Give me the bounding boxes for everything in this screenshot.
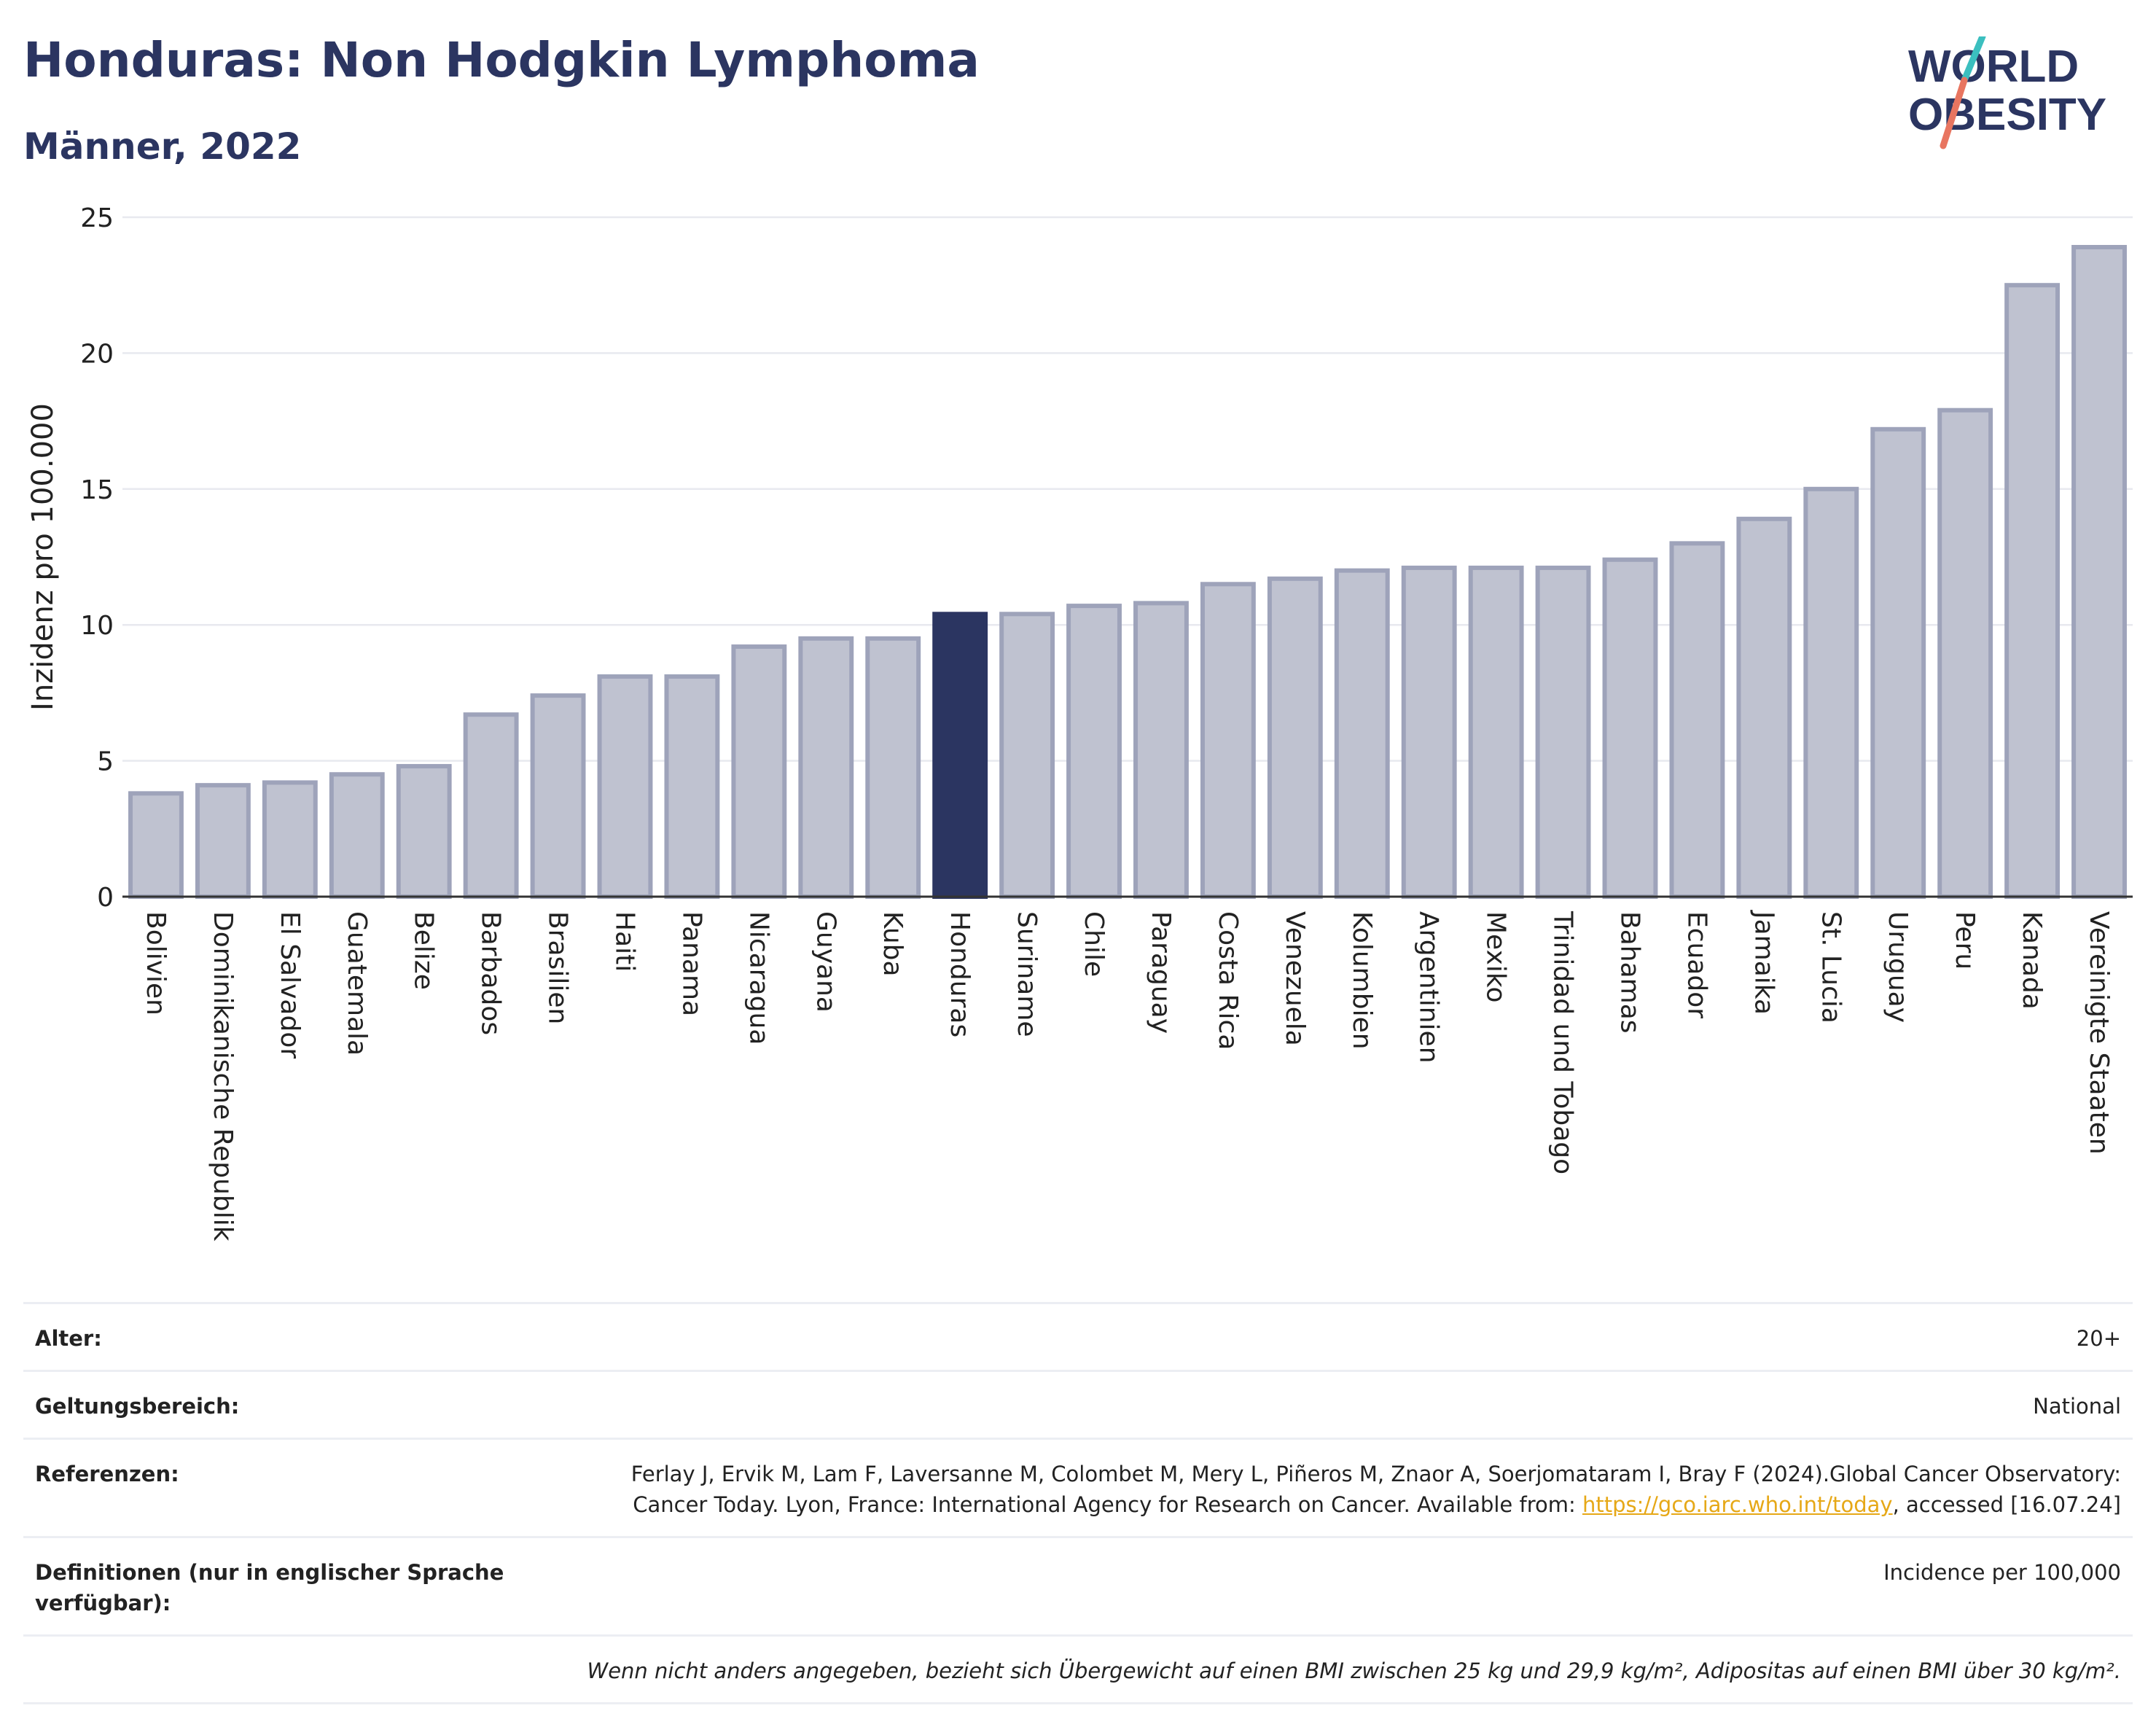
- bar-honduras[interactable]: [932, 612, 988, 900]
- logo-line2: OBESITY: [1908, 90, 2106, 140]
- references-link[interactable]: https://gco.iarc.who.int/today: [1582, 1492, 1893, 1517]
- bar-peru[interactable]: [1937, 408, 1993, 899]
- bar-panama[interactable]: [664, 674, 720, 899]
- info-row-references: Referenzen: Ferlay J, Ervik M, Lam F, La…: [23, 1438, 2133, 1536]
- bar-brasilien[interactable]: [530, 693, 586, 899]
- x-tick-label: Kolumbien: [1347, 911, 1377, 1050]
- x-tick-label: Kanada: [2017, 911, 2047, 1010]
- x-tick-label: Peru: [1950, 911, 1980, 970]
- x-tick-label: Jamaika: [1749, 910, 1778, 1015]
- y-tick-label: 15: [80, 475, 114, 505]
- bars: [128, 245, 2127, 900]
- bar-kolumbien[interactable]: [1334, 568, 1390, 899]
- references-label: Referenzen:: [35, 1462, 179, 1486]
- definitions-label: Definitionen (nur in englischer Sprache …: [35, 1560, 504, 1615]
- bar-uruguay[interactable]: [1870, 426, 1926, 899]
- age-value: 20+: [2076, 1326, 2121, 1351]
- bar-costa-rica[interactable]: [1200, 582, 1256, 900]
- bar-chile[interactable]: [1066, 604, 1122, 899]
- page-subtitle: Männer, 2022: [23, 125, 302, 168]
- references-text: Ferlay J, Ervik M, Lam F, Laversanne M, …: [630, 1462, 2121, 1517]
- bar-guatemala[interactable]: [329, 772, 385, 899]
- bar-bolivien[interactable]: [128, 791, 184, 900]
- definitions-value: Incidence per 100,000: [1883, 1560, 2121, 1585]
- age-label: Alter:: [35, 1326, 102, 1351]
- bar-mexiko[interactable]: [1468, 565, 1524, 899]
- bar-argentinien[interactable]: [1401, 565, 1457, 899]
- bar-trinidad-und-tobago[interactable]: [1535, 565, 1591, 899]
- bar-venezuela[interactable]: [1267, 576, 1323, 899]
- x-tick-label: Guatemala: [342, 911, 372, 1056]
- bar-kuba[interactable]: [865, 636, 921, 900]
- bar-vereinigte-staaten[interactable]: [2071, 245, 2127, 899]
- bar-paraguay[interactable]: [1133, 601, 1189, 899]
- x-tick-label: Paraguay: [1146, 911, 1176, 1034]
- info-row-scope: Geltungsbereich: National: [23, 1370, 2133, 1438]
- y-tick-label: 25: [80, 203, 114, 233]
- references-value: Ferlay J, Ervik M, Lam F, Laversanne M, …: [554, 1459, 2121, 1520]
- scope-label: Geltungsbereich:: [35, 1394, 240, 1419]
- x-tick-label: Uruguay: [1883, 911, 1913, 1023]
- bar-jamaika[interactable]: [1736, 516, 1792, 899]
- y-tick-label: 5: [97, 747, 114, 777]
- grid-lines: [122, 216, 2133, 762]
- x-tick-label: Guyana: [811, 911, 840, 1013]
- x-tick-label: Dominikanische Republik: [208, 911, 238, 1241]
- bar-st-lucia[interactable]: [1803, 486, 1859, 899]
- x-tick-label: Honduras: [945, 911, 975, 1037]
- x-tick-label: Kuba: [878, 911, 907, 977]
- info-row-age: Alter: 20+: [23, 1302, 2133, 1370]
- world-obesity-logo: WORLD OBESITY: [1908, 36, 2106, 149]
- x-tick-label: Ecuador: [1682, 911, 1711, 1018]
- x-tick-label: Trinidad und Tobago: [1548, 911, 1578, 1174]
- x-tick-label: El Salvador: [275, 911, 305, 1058]
- logo-line1: WORLD: [1908, 42, 2079, 92]
- bar-kanada[interactable]: [2004, 283, 2061, 899]
- x-tick-label: Venezuela: [1280, 911, 1310, 1046]
- y-tick-label: 0: [97, 883, 114, 913]
- x-tick-label: Bahamas: [1615, 911, 1645, 1034]
- x-tick-label: Haiti: [610, 911, 640, 972]
- x-tick-label: St. Lucia: [1816, 911, 1846, 1024]
- bar-bahamas[interactable]: [1602, 557, 1658, 900]
- y-tick-label: 20: [80, 339, 114, 369]
- x-tick-label: Bolivien: [141, 911, 171, 1015]
- x-tick-label: Barbados: [476, 911, 506, 1035]
- bar-barbados[interactable]: [463, 712, 519, 899]
- y-tick-label: 10: [80, 611, 114, 641]
- x-tick-label: Costa Rica: [1213, 911, 1243, 1050]
- bar-dominikanische-republik[interactable]: [195, 783, 251, 899]
- info-row-definitions: Definitionen (nur in englischer Sprache …: [23, 1536, 2133, 1634]
- x-tick-label: Panama: [676, 911, 706, 1016]
- x-tick-label: Suriname: [1012, 911, 1042, 1037]
- bar-suriname[interactable]: [999, 612, 1055, 900]
- x-tick-label: Vereinigte Staaten: [2084, 911, 2114, 1155]
- bar-nicaragua[interactable]: [731, 644, 787, 899]
- bar-guyana[interactable]: [798, 636, 854, 900]
- scope-value: National: [2033, 1394, 2121, 1419]
- x-tick-label: Belize: [409, 911, 439, 990]
- references-accessed: , accessed [16.07.24]: [1892, 1492, 2121, 1517]
- bar-el-salvador[interactable]: [262, 780, 318, 899]
- bar-belize[interactable]: [396, 764, 452, 900]
- bmi-note: Wenn nicht anders angegeben, bezieht sic…: [23, 1634, 2133, 1704]
- x-tick-label: Brasilien: [543, 911, 573, 1024]
- x-tick-label: Nicaragua: [743, 911, 773, 1045]
- bar-chart: 0 5 10 15 20 25 Inzidenz pro 100.000 Bolivien Do…: [26, 203, 2133, 1241]
- x-tick-label: Mexiko: [1481, 911, 1511, 1002]
- x-tick-label: Argentinien: [1414, 911, 1444, 1064]
- page-title: Honduras: Non Hodgkin Lymphoma: [23, 32, 980, 88]
- y-axis-label: Inzidenz pro 100.000: [26, 403, 60, 711]
- bar-haiti[interactable]: [597, 674, 653, 899]
- axes: 0 5 10 15 20 25 Inzidenz pro 100.000 Bolivien Do…: [26, 203, 2133, 1241]
- info-table: Alter: 20+ Geltungsbereich: National Ref…: [23, 1302, 2133, 1704]
- x-tick-label: Chile: [1079, 911, 1109, 977]
- bar-ecuador[interactable]: [1669, 541, 1725, 899]
